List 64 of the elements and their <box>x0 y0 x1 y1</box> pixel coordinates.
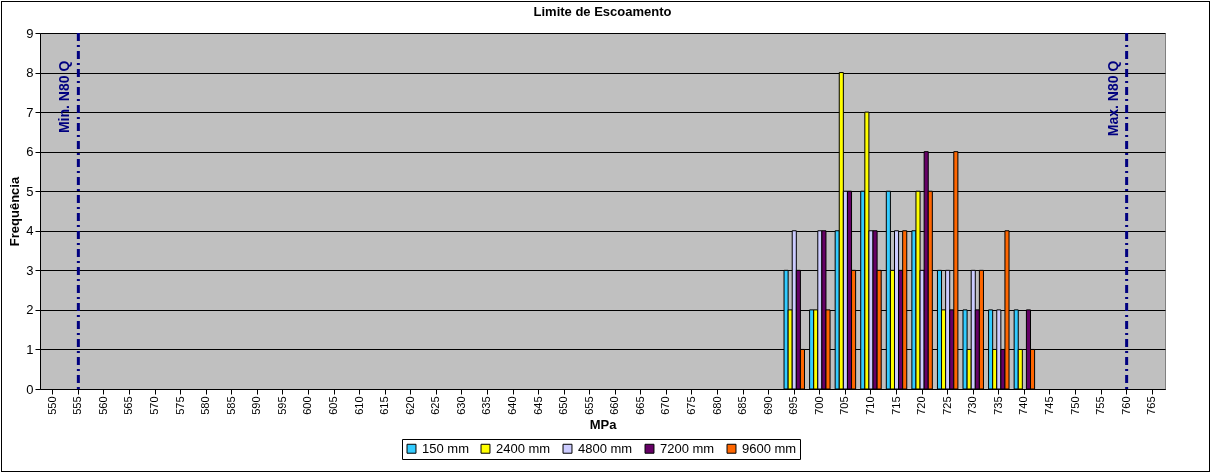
x-tick-label: 665 <box>633 396 646 415</box>
y-axis-title: Frequência <box>7 176 23 247</box>
x-tick-label: 635 <box>480 396 493 415</box>
y-tick-label: 2 <box>26 302 34 318</box>
x-tick-label: 715 <box>889 396 902 415</box>
x-tick-label: 750 <box>1068 396 1081 415</box>
legend-label: 4800 mm <box>578 440 633 456</box>
y-tick-label: 5 <box>26 183 34 199</box>
x-tick-label: 755 <box>1094 396 1107 415</box>
y-tick-label: 9 <box>26 25 34 41</box>
y-tick-label: 4 <box>26 223 34 239</box>
x-tick-label: 735 <box>991 396 1004 415</box>
x-tick-label: 625 <box>429 396 442 415</box>
x-tick-label: 560 <box>96 396 109 415</box>
y-tick-label: 3 <box>26 262 34 278</box>
x-tick-label: 610 <box>352 396 365 415</box>
x-tick-label: 550 <box>45 396 58 415</box>
x-tick-label: 590 <box>250 396 263 415</box>
x-tick-label: 660 <box>608 396 621 415</box>
x-tick-label: 730 <box>966 396 979 415</box>
x-tick-label: 710 <box>863 396 876 415</box>
legend-label: 7200 mm <box>660 440 715 456</box>
x-tick-label: 615 <box>378 396 391 415</box>
legend-label: 150 mm <box>422 440 469 456</box>
x-tick-label: 565 <box>122 396 135 415</box>
x-tick-label: 685 <box>736 396 749 415</box>
x-tick-label: 740 <box>1017 396 1030 415</box>
legend-label: 9600 mm <box>742 440 797 456</box>
x-tick-label: 765 <box>1145 396 1158 415</box>
x-tick-label: 745 <box>1042 396 1055 415</box>
ref-line-label: Max. N80 Q <box>1104 60 1121 137</box>
chart-title: Limite de Escoamento <box>533 4 672 19</box>
x-tick-label: 555 <box>71 396 84 415</box>
ref-line-label: Min. N80 Q <box>56 60 73 134</box>
x-tick-label: 680 <box>710 396 723 415</box>
legend-label: 2400 mm <box>496 440 551 456</box>
x-tick-label: 720 <box>915 396 928 415</box>
y-tick-label: 6 <box>26 144 34 160</box>
y-tick-label: 7 <box>26 104 34 120</box>
x-tick-label: 675 <box>684 396 697 415</box>
y-tick-label: 8 <box>26 65 34 81</box>
x-tick-label: 630 <box>454 396 467 415</box>
x-tick-label: 620 <box>403 396 416 415</box>
x-tick-label: 655 <box>582 396 595 415</box>
x-tick-label: 605 <box>327 396 340 415</box>
x-tick-label: 600 <box>301 396 314 415</box>
y-tick-label: 1 <box>26 341 34 357</box>
x-tick-label: 725 <box>940 396 953 415</box>
x-tick-label: 645 <box>531 396 544 415</box>
x-tick-label: 650 <box>557 396 570 415</box>
x-tick-label: 570 <box>148 396 161 415</box>
x-tick-label: 640 <box>506 396 519 415</box>
x-tick-label: 700 <box>812 396 825 415</box>
y-tick-label: 0 <box>26 381 34 397</box>
x-tick-label: 695 <box>787 396 800 415</box>
x-tick-label: 690 <box>761 396 774 415</box>
x-tick-label: 585 <box>224 396 237 415</box>
x-tick-label: 705 <box>838 396 851 415</box>
x-tick-label: 575 <box>173 396 186 415</box>
x-tick-label: 670 <box>659 396 672 415</box>
x-tick-label: 760 <box>1119 396 1132 415</box>
x-tick-label: 595 <box>275 396 288 415</box>
x-tick-label: 580 <box>199 396 212 415</box>
x-axis-title: MPa <box>589 416 618 432</box>
